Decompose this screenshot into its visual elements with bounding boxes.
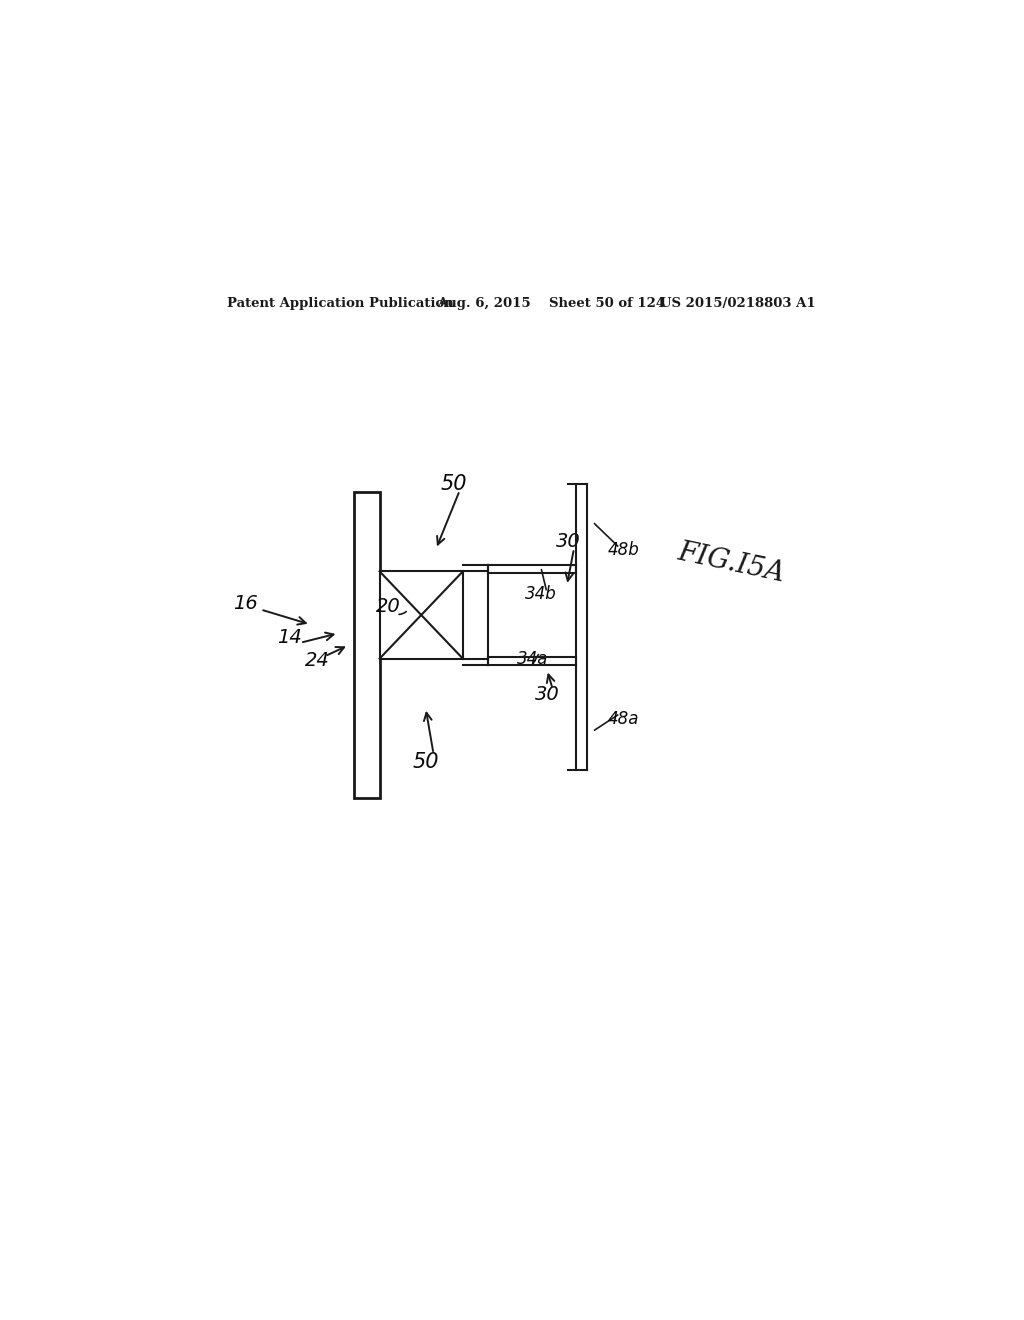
Text: US 2015/0218803 A1: US 2015/0218803 A1 [659,297,815,310]
Text: Patent Application Publication: Patent Application Publication [227,297,454,310]
Text: 30: 30 [556,532,581,550]
Text: 30: 30 [535,685,559,704]
Text: 14: 14 [276,628,301,647]
Text: 24: 24 [304,651,330,669]
Bar [354,492,380,797]
Text: 16: 16 [233,594,258,612]
Text: 50: 50 [413,752,439,772]
Text: 20: 20 [376,597,400,616]
Text: 48a: 48a [607,710,639,727]
Text: 34b: 34b [524,585,557,603]
Text: Aug. 6, 2015: Aug. 6, 2015 [437,297,531,310]
Text: 48b: 48b [607,541,639,558]
Text: 50: 50 [440,474,467,494]
Text: FIG.I5A: FIG.I5A [675,539,787,587]
Text: 34a: 34a [517,649,549,668]
Text: Sheet 50 of 124: Sheet 50 of 124 [549,297,665,310]
Bar [380,572,463,659]
